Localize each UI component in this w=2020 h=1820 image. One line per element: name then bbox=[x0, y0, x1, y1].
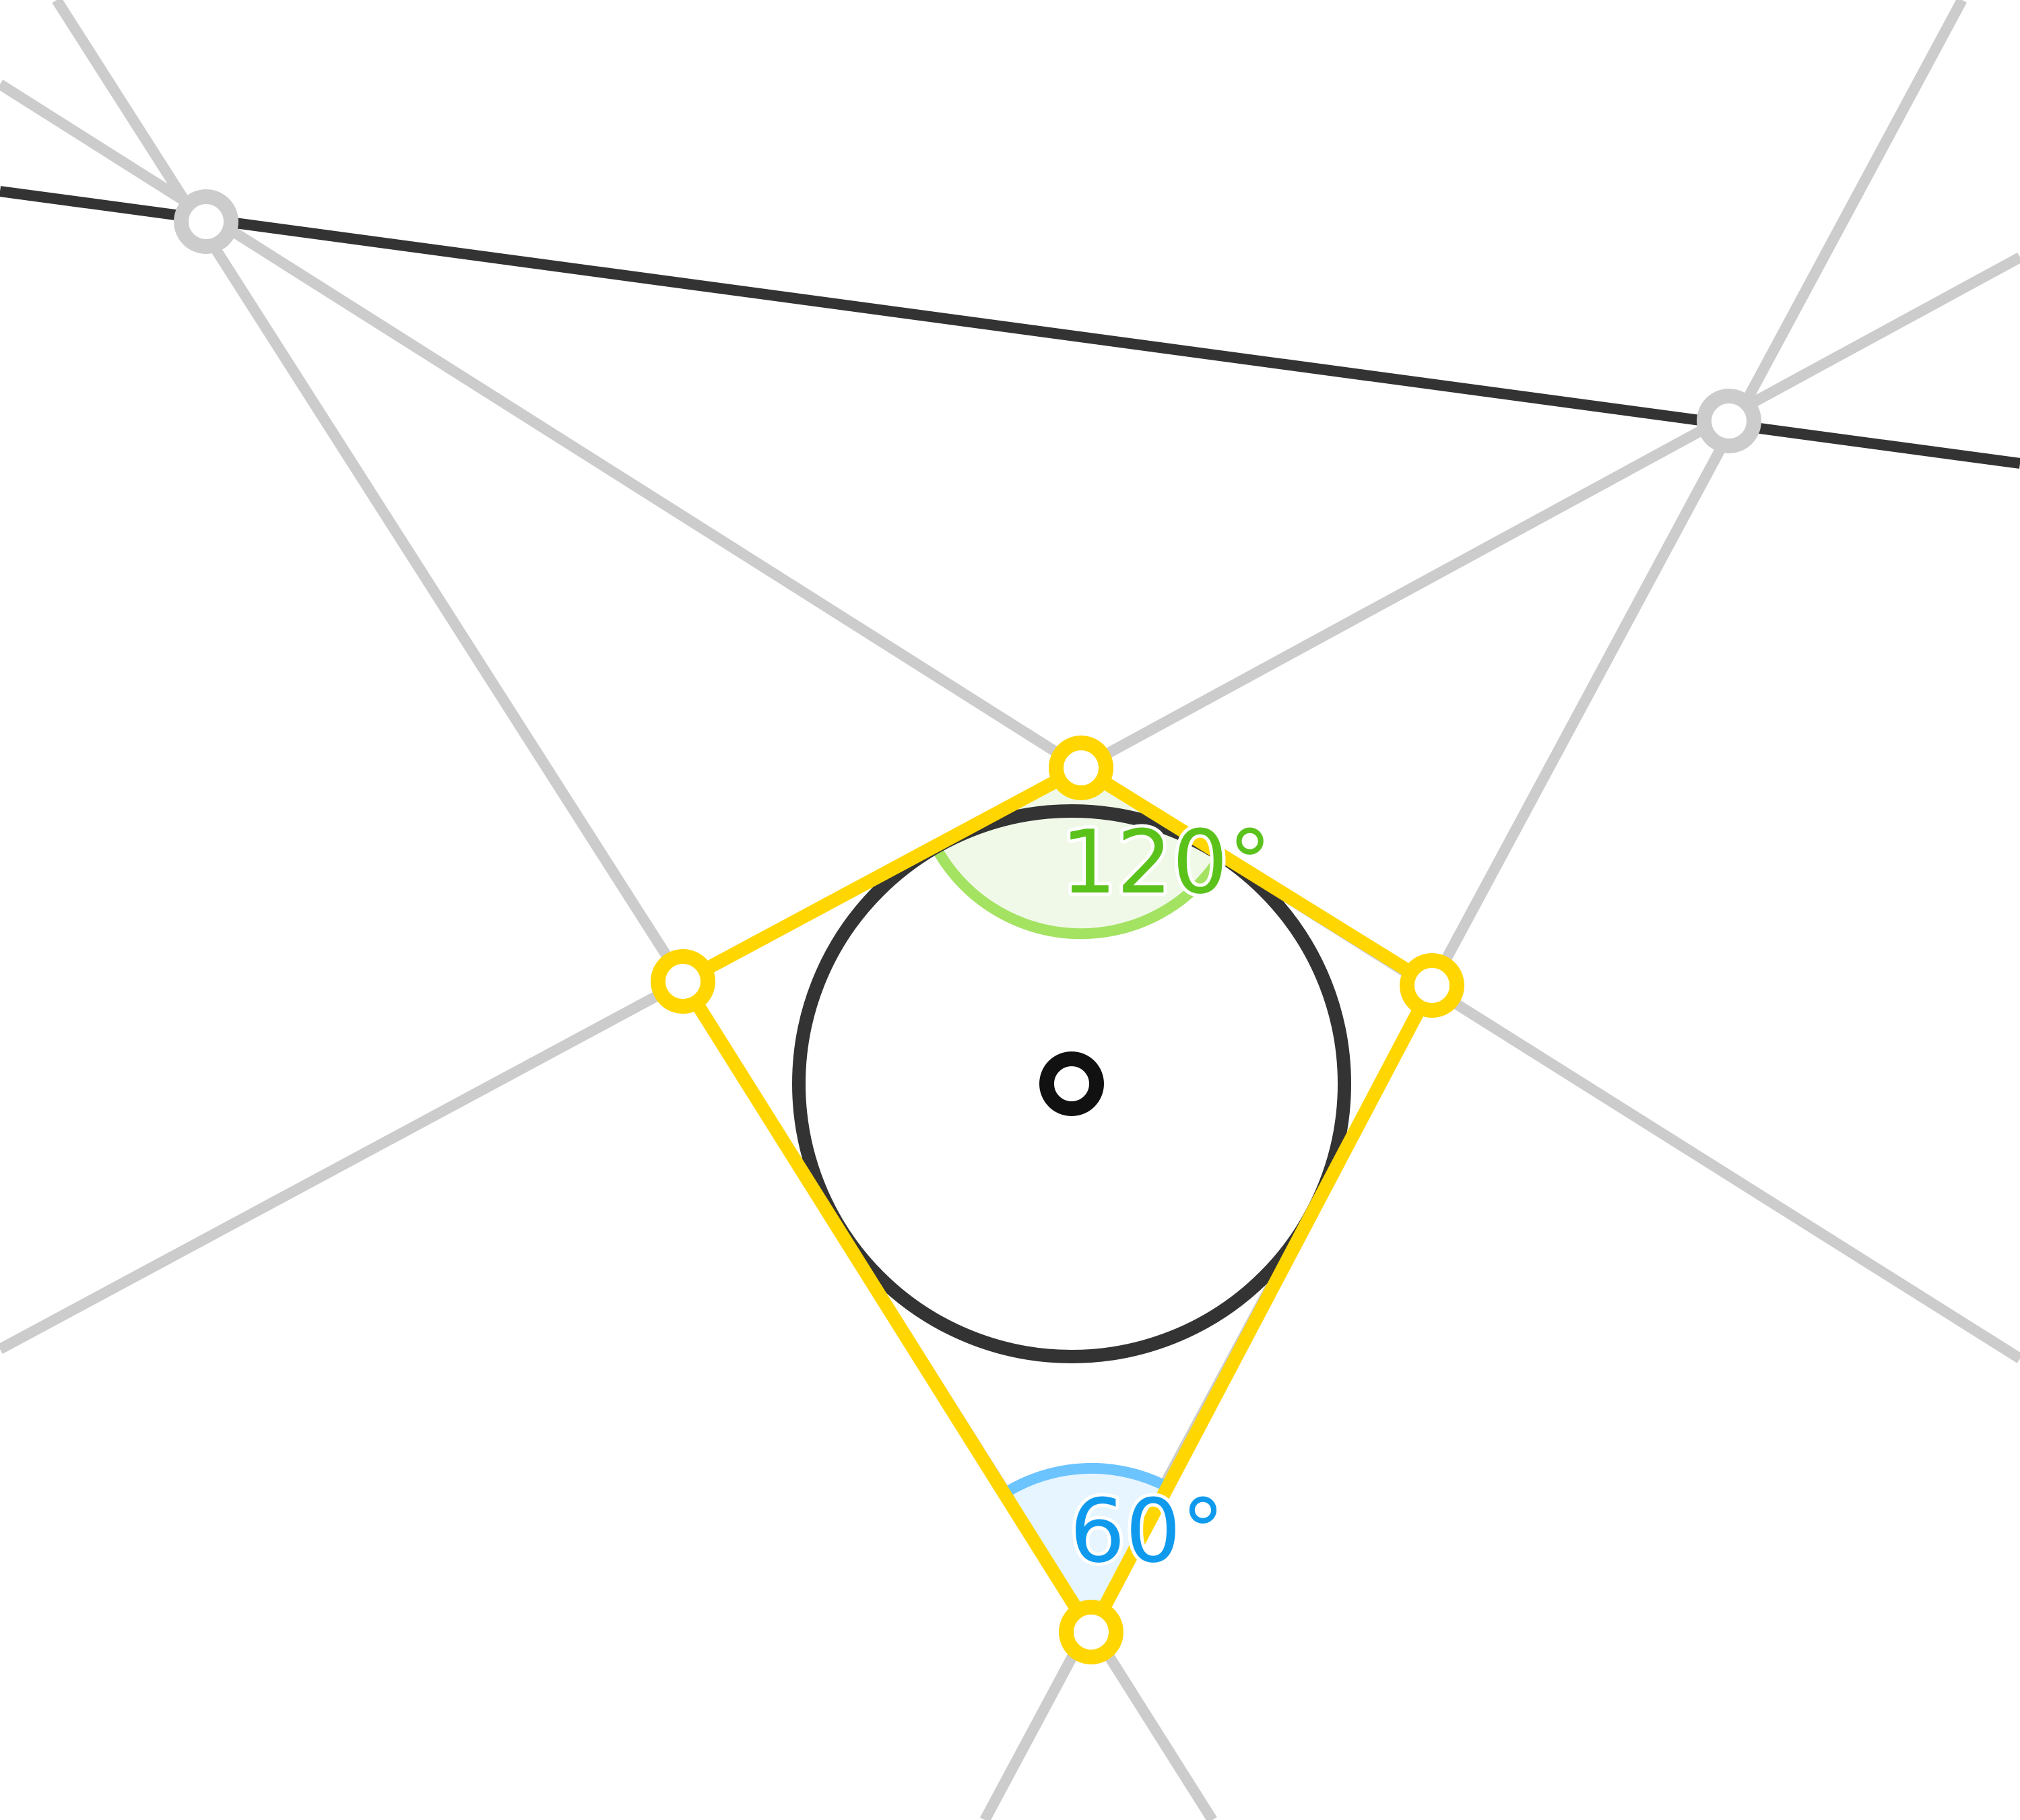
point-left-upper[interactable] bbox=[174, 189, 238, 254]
point-top-vertex[interactable] bbox=[1049, 736, 1113, 800]
angle-arc-top-stroke bbox=[930, 842, 1226, 940]
point-right-upper[interactable] bbox=[1697, 389, 1761, 453]
angle-arc-bottom bbox=[1004, 1468, 1169, 1632]
line-left-vertex-to-left-upper-point bbox=[52, 0, 688, 985]
point-incenter[interactable] bbox=[1039, 1051, 1104, 1116]
point-left-vertex[interactable] bbox=[651, 949, 715, 1014]
point-right-vertex[interactable] bbox=[1400, 953, 1464, 1018]
line-top-vertex-to-left-upper-point bbox=[0, 79, 1084, 773]
line-right-vertex-to-right-upper-point bbox=[1427, 0, 1967, 988]
line-top-vertex-to-right-upper-point bbox=[1078, 252, 2020, 773]
angle-marker-bottom bbox=[1001, 1462, 1172, 1632]
points bbox=[174, 189, 1761, 1664]
incircle bbox=[792, 804, 1351, 1363]
angle-label-bottom: 60° bbox=[1070, 1480, 1225, 1582]
angle-label-top: 120° bbox=[1061, 811, 1272, 913]
dark-line bbox=[0, 186, 2020, 469]
angle-arc-bottom-stroke bbox=[1001, 1462, 1172, 1499]
point-bottom-vertex[interactable] bbox=[1059, 1600, 1123, 1664]
